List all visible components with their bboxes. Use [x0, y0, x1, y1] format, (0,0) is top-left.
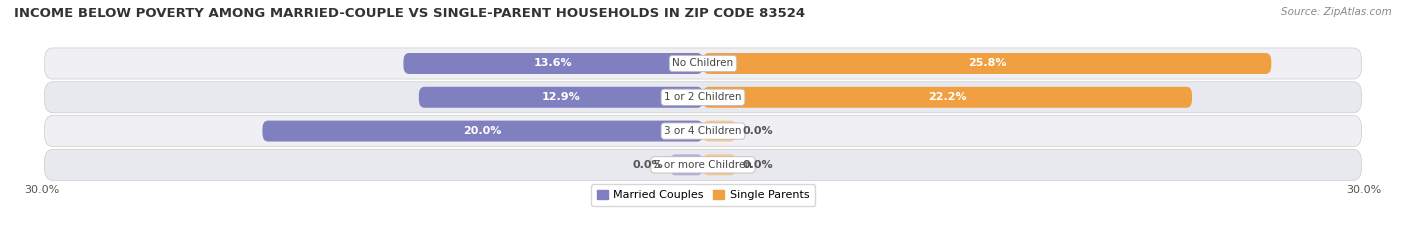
FancyBboxPatch shape [703, 154, 737, 175]
Text: 22.2%: 22.2% [928, 92, 967, 102]
Text: No Children: No Children [672, 58, 734, 69]
FancyBboxPatch shape [703, 87, 1192, 108]
Text: 0.0%: 0.0% [742, 126, 773, 136]
FancyBboxPatch shape [419, 87, 703, 108]
FancyBboxPatch shape [404, 53, 703, 74]
Text: 5 or more Children: 5 or more Children [654, 160, 752, 170]
Text: Source: ZipAtlas.com: Source: ZipAtlas.com [1281, 7, 1392, 17]
Text: 12.9%: 12.9% [541, 92, 581, 102]
Text: 20.0%: 20.0% [464, 126, 502, 136]
Legend: Married Couples, Single Parents: Married Couples, Single Parents [592, 184, 814, 206]
Text: 3 or 4 Children: 3 or 4 Children [664, 126, 742, 136]
FancyBboxPatch shape [45, 82, 1361, 113]
Text: 0.0%: 0.0% [633, 160, 664, 170]
Text: 25.8%: 25.8% [967, 58, 1007, 69]
FancyBboxPatch shape [263, 121, 703, 141]
FancyBboxPatch shape [669, 154, 703, 175]
FancyBboxPatch shape [703, 121, 737, 141]
FancyBboxPatch shape [703, 53, 1271, 74]
FancyBboxPatch shape [45, 48, 1361, 79]
FancyBboxPatch shape [45, 149, 1361, 180]
Text: 13.6%: 13.6% [534, 58, 572, 69]
Text: 1 or 2 Children: 1 or 2 Children [664, 92, 742, 102]
FancyBboxPatch shape [45, 116, 1361, 147]
Text: 0.0%: 0.0% [742, 160, 773, 170]
Text: INCOME BELOW POVERTY AMONG MARRIED-COUPLE VS SINGLE-PARENT HOUSEHOLDS IN ZIP COD: INCOME BELOW POVERTY AMONG MARRIED-COUPL… [14, 7, 806, 20]
